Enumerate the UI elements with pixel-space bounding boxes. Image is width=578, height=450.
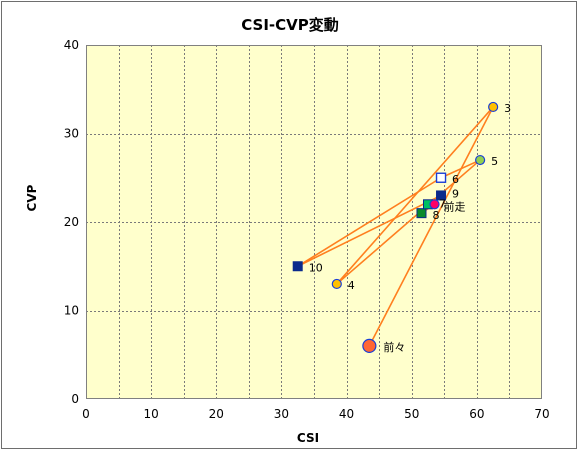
- point-label-6: 6: [452, 173, 459, 186]
- y-tick-label: 40: [64, 38, 79, 52]
- x-tick-label: 10: [144, 407, 159, 421]
- chart-title: CSI-CVP変動: [241, 16, 339, 34]
- y-tick-label: 30: [64, 127, 79, 141]
- x-tick-label: 0: [82, 407, 90, 421]
- y-tick-label: 20: [64, 215, 79, 229]
- point-前走: [430, 200, 439, 209]
- y-tick-label: 10: [64, 304, 79, 318]
- x-tick-label: 40: [339, 407, 354, 421]
- x-axis-title: CSI: [297, 431, 319, 445]
- point-10: [293, 262, 302, 271]
- point-label-10: 10: [309, 261, 323, 274]
- point-3: [489, 102, 498, 111]
- point-6: [437, 173, 446, 182]
- x-tick-label: 70: [534, 407, 549, 421]
- x-tick-label: 20: [209, 407, 224, 421]
- y-tick-label: 0: [71, 392, 79, 406]
- x-tick-label: 50: [404, 407, 419, 421]
- point-前々: [363, 339, 376, 352]
- point-label-8: 8: [432, 209, 439, 222]
- point-label-3: 3: [504, 102, 511, 115]
- point-8: [417, 209, 426, 218]
- point-label-前々: 前々: [383, 340, 405, 354]
- point-label-4: 4: [348, 279, 355, 292]
- point-label-5: 5: [491, 155, 498, 168]
- point-label-前走: 前走: [444, 199, 466, 213]
- y-axis-title: CVP: [25, 184, 39, 211]
- point-5: [476, 156, 485, 165]
- point-label-9: 9: [452, 187, 459, 200]
- point-4: [332, 279, 341, 288]
- x-tick-label: 30: [274, 407, 289, 421]
- x-tick-label: 60: [469, 407, 484, 421]
